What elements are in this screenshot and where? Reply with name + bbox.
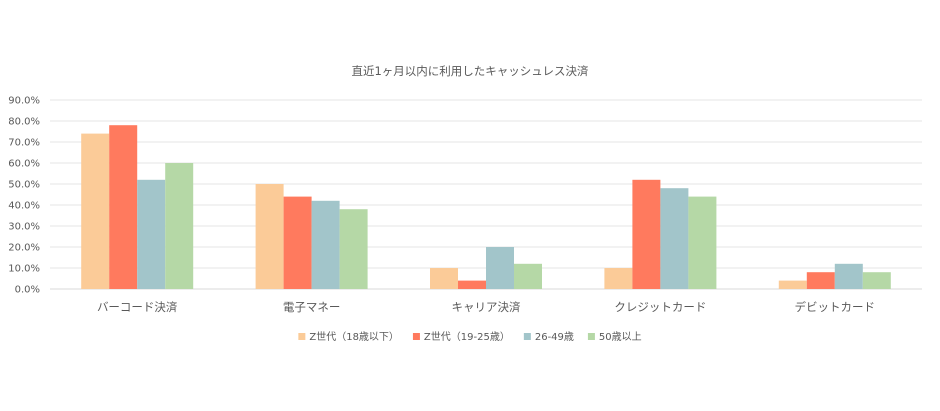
bar <box>806 272 835 289</box>
y-tick-label: 40.0% <box>8 201 40 212</box>
x-category-label: 電子マネー <box>283 300 341 314</box>
bar <box>458 280 486 289</box>
y-tick-label: 30.0% <box>8 222 40 233</box>
bar <box>109 125 138 289</box>
bar <box>778 280 807 289</box>
bar <box>311 200 340 289</box>
bar <box>514 263 542 289</box>
bar <box>862 272 891 289</box>
legend-item: Z世代（19-25歳） <box>412 331 510 343</box>
bar <box>81 133 110 289</box>
legend-swatch <box>523 333 531 340</box>
y-tick-label: 20.0% <box>8 243 40 254</box>
y-tick-label: 70.0% <box>8 138 40 149</box>
legend-swatch <box>412 333 420 340</box>
y-tick-label: 0.0% <box>15 285 40 296</box>
legend-swatch <box>587 333 595 340</box>
bar <box>283 196 312 289</box>
x-axis-categories: バーコード決済 電子マネー キャリア決済 クレジットカード デビットカード <box>97 300 875 314</box>
bar <box>255 184 284 289</box>
legend-item: 50歳以上 <box>587 331 642 343</box>
bar <box>486 247 514 289</box>
y-tick-label: 60.0% <box>8 159 40 170</box>
y-tick-label: 90.0% <box>8 96 40 107</box>
legend-swatch <box>298 333 306 340</box>
bar <box>688 196 717 289</box>
y-axis-ticks: 0.0% 10.0% 20.0% 30.0% 40.0% 50.0% 60.0% 70.0% 8… <box>8 96 40 296</box>
x-category-label: キャリア決済 <box>452 300 521 314</box>
bar <box>339 209 368 289</box>
legend-label: 50歳以上 <box>599 331 642 343</box>
bar <box>660 188 689 289</box>
legend-label: 26-49歳 <box>535 331 574 343</box>
legend-item: 26-49歳 <box>523 331 574 343</box>
legend-label: Z世代（18歳以下） <box>309 331 399 343</box>
y-tick-label: 50.0% <box>8 180 40 191</box>
x-category-label: デビットカード <box>795 300 876 314</box>
gridlines <box>50 99 922 290</box>
legend: Z世代（18歳以下） Z世代（19-25歳） 26-49歳 50歳以上 <box>298 331 642 343</box>
legend-item: Z世代（18歳以下） <box>298 331 399 343</box>
x-category-label: バーコード決済 <box>97 300 178 314</box>
y-tick-label: 10.0% <box>8 264 40 275</box>
bar <box>165 163 194 289</box>
bar <box>430 268 458 289</box>
bar <box>632 179 661 289</box>
bars <box>81 125 891 289</box>
legend-label: Z世代（19-25歳） <box>424 331 510 343</box>
bar <box>604 268 633 289</box>
chart-title: 直近1ヶ月以内に利用したキャッシュレス決済 <box>351 64 589 78</box>
y-tick-label: 80.0% <box>8 117 40 128</box>
x-category-label: クレジットカード <box>614 300 706 314</box>
bar <box>834 263 863 289</box>
bar <box>137 179 166 289</box>
